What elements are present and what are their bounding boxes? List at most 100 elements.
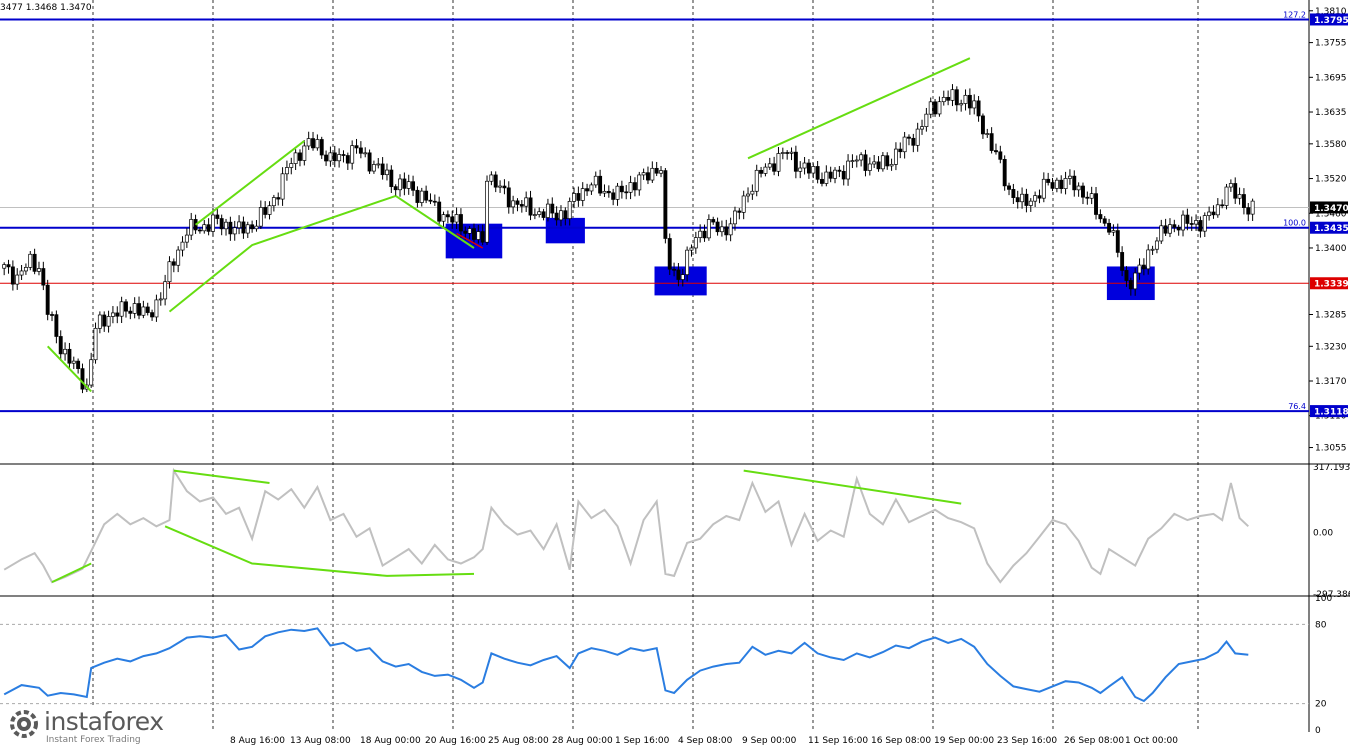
- trendline-red: [456, 232, 484, 249]
- candle-bear: [1128, 280, 1133, 290]
- candle-bear: [80, 368, 85, 390]
- candle-bull: [237, 221, 242, 229]
- candle-bear: [737, 210, 742, 213]
- candle-bear: [554, 212, 559, 221]
- y-tick-label: 1.3460: [1315, 209, 1347, 219]
- candle-bull: [1215, 204, 1220, 216]
- candle-bull: [1089, 193, 1094, 199]
- y-tick-label: 1.3230: [1315, 342, 1347, 352]
- y-tick-label: 1.3635: [1315, 108, 1347, 118]
- candle-bull: [659, 170, 663, 174]
- candle-bull: [106, 316, 111, 327]
- candle-bear: [598, 175, 603, 194]
- candle-bear: [711, 219, 716, 223]
- candle-bull: [789, 151, 794, 154]
- candle-bear: [263, 207, 268, 215]
- x-tick-label: 20 Aug 16:00: [425, 736, 486, 746]
- candle-bear: [367, 152, 372, 172]
- candle-bull: [441, 214, 446, 222]
- candle-bull: [1237, 194, 1242, 199]
- candle-bull: [641, 172, 646, 176]
- candle-bear: [876, 161, 881, 170]
- cci-trendline: [164, 525, 475, 577]
- fib-level-label: 76.4: [1288, 402, 1306, 411]
- y-tick-label: 1.3170: [1315, 377, 1347, 387]
- candle-bull: [928, 101, 933, 115]
- candle-bear: [515, 200, 520, 205]
- candle-bear: [411, 181, 416, 191]
- candle-bull: [1159, 225, 1164, 242]
- candle-bear: [298, 152, 302, 161]
- candle-bear: [541, 211, 546, 218]
- candle-bull: [1181, 214, 1185, 231]
- candle-bear: [907, 136, 911, 139]
- candle-bear: [1233, 183, 1238, 199]
- candle-bull: [154, 299, 159, 318]
- candle-bull: [746, 193, 750, 197]
- price-level-tag: [1310, 13, 1348, 26]
- candle-bear: [933, 101, 938, 115]
- candle-bull: [1224, 186, 1229, 206]
- candle-bull: [893, 148, 898, 165]
- gear-icon: [10, 710, 38, 738]
- candle-bear: [1098, 214, 1103, 220]
- candle-bull: [1028, 200, 1033, 206]
- candle-bear: [1189, 223, 1194, 225]
- candle-bear: [332, 152, 337, 162]
- candle-bull: [719, 226, 724, 233]
- trendline: [395, 195, 475, 249]
- candle-bear: [1120, 252, 1125, 271]
- x-tick-label: 11 Sep 16:00: [808, 736, 868, 746]
- candle-bear: [989, 133, 994, 151]
- candle-bull: [224, 221, 228, 230]
- candle-bear: [1024, 193, 1029, 206]
- price-level-tag: [1310, 221, 1348, 234]
- price-level-tag-label: 1.3118: [1314, 408, 1349, 418]
- candle-bear: [345, 155, 350, 164]
- candle-bull: [802, 162, 807, 169]
- x-tick-label: 4 Sep 08:00: [678, 736, 733, 746]
- cci-tick-label: 0.00: [1313, 529, 1333, 539]
- candle-bear: [998, 151, 1003, 160]
- candle-bull: [1020, 193, 1025, 203]
- candle-bull: [1202, 215, 1207, 232]
- candle-bear: [967, 94, 972, 109]
- candle-bull: [1033, 195, 1038, 202]
- candle-bull: [328, 152, 333, 162]
- candle-bear: [976, 100, 981, 117]
- candle-bull: [63, 348, 68, 355]
- candle-bear: [563, 210, 568, 219]
- candle-bull: [1207, 211, 1212, 216]
- candle-bear: [463, 230, 468, 234]
- candle-bear: [1172, 224, 1177, 228]
- candle-bull: [589, 184, 594, 192]
- candle-bull: [741, 195, 746, 213]
- candle-bull: [385, 169, 389, 176]
- rsi-line: [3, 627, 1249, 703]
- candle-bear: [1211, 211, 1216, 216]
- candle-bull: [419, 190, 424, 203]
- candle-bull: [1250, 200, 1255, 215]
- candle-bear: [319, 139, 324, 156]
- candle-bull: [363, 152, 368, 155]
- x-tick-label: 18 Aug 00:00: [360, 736, 421, 746]
- candle-bear: [480, 231, 485, 243]
- candle-bear: [606, 190, 611, 194]
- candle-bear: [380, 163, 385, 176]
- candle-bull: [889, 164, 894, 167]
- candle-bull: [376, 163, 381, 166]
- candle-bull: [733, 210, 737, 225]
- candle-bear: [663, 170, 668, 239]
- price-level-tag-label: 1.3339: [1314, 280, 1349, 290]
- candle-bull: [71, 360, 76, 364]
- candle-bull: [141, 306, 146, 316]
- candle-bear: [58, 336, 63, 355]
- trendline: [46, 345, 92, 393]
- candle-bull: [258, 207, 263, 227]
- fib-level-label: 100.0: [1283, 219, 1306, 228]
- current-price-tag: [1310, 201, 1348, 214]
- candle-bear: [576, 193, 581, 201]
- candle-bear: [1241, 194, 1246, 208]
- candle-bull: [93, 327, 98, 361]
- candle-bear: [828, 171, 833, 179]
